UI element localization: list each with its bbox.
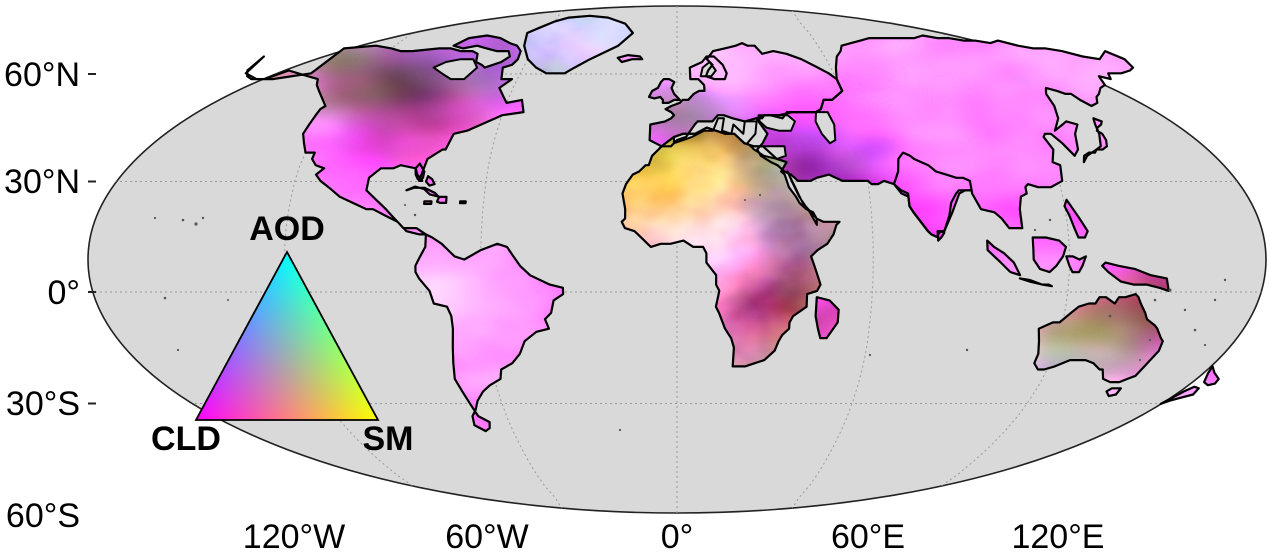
svg-text:AOD: AOD [249, 210, 325, 248]
svg-text:CLD: CLD [151, 420, 221, 458]
svg-text:30°S: 30°S [6, 385, 80, 423]
svg-text:60°E: 60°E [831, 518, 905, 556]
svg-text:60°S: 60°S [6, 497, 80, 535]
svg-text:0°: 0° [661, 518, 694, 556]
svg-text:120°W: 120°W [243, 518, 345, 556]
svg-text:30°N: 30°N [4, 163, 80, 201]
svg-text:120°E: 120°E [1011, 518, 1104, 556]
svg-text:0°: 0° [47, 274, 80, 312]
svg-text:SM: SM [363, 420, 414, 458]
svg-text:60°N: 60°N [4, 56, 80, 94]
svg-text:60°W: 60°W [445, 518, 529, 556]
